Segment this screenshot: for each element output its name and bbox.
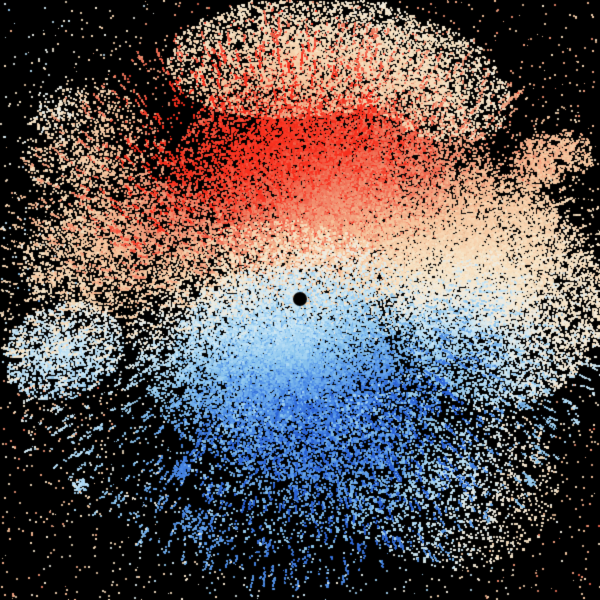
- velocity-field-canvas: [0, 0, 600, 600]
- velocity-field-figure: [0, 0, 600, 600]
